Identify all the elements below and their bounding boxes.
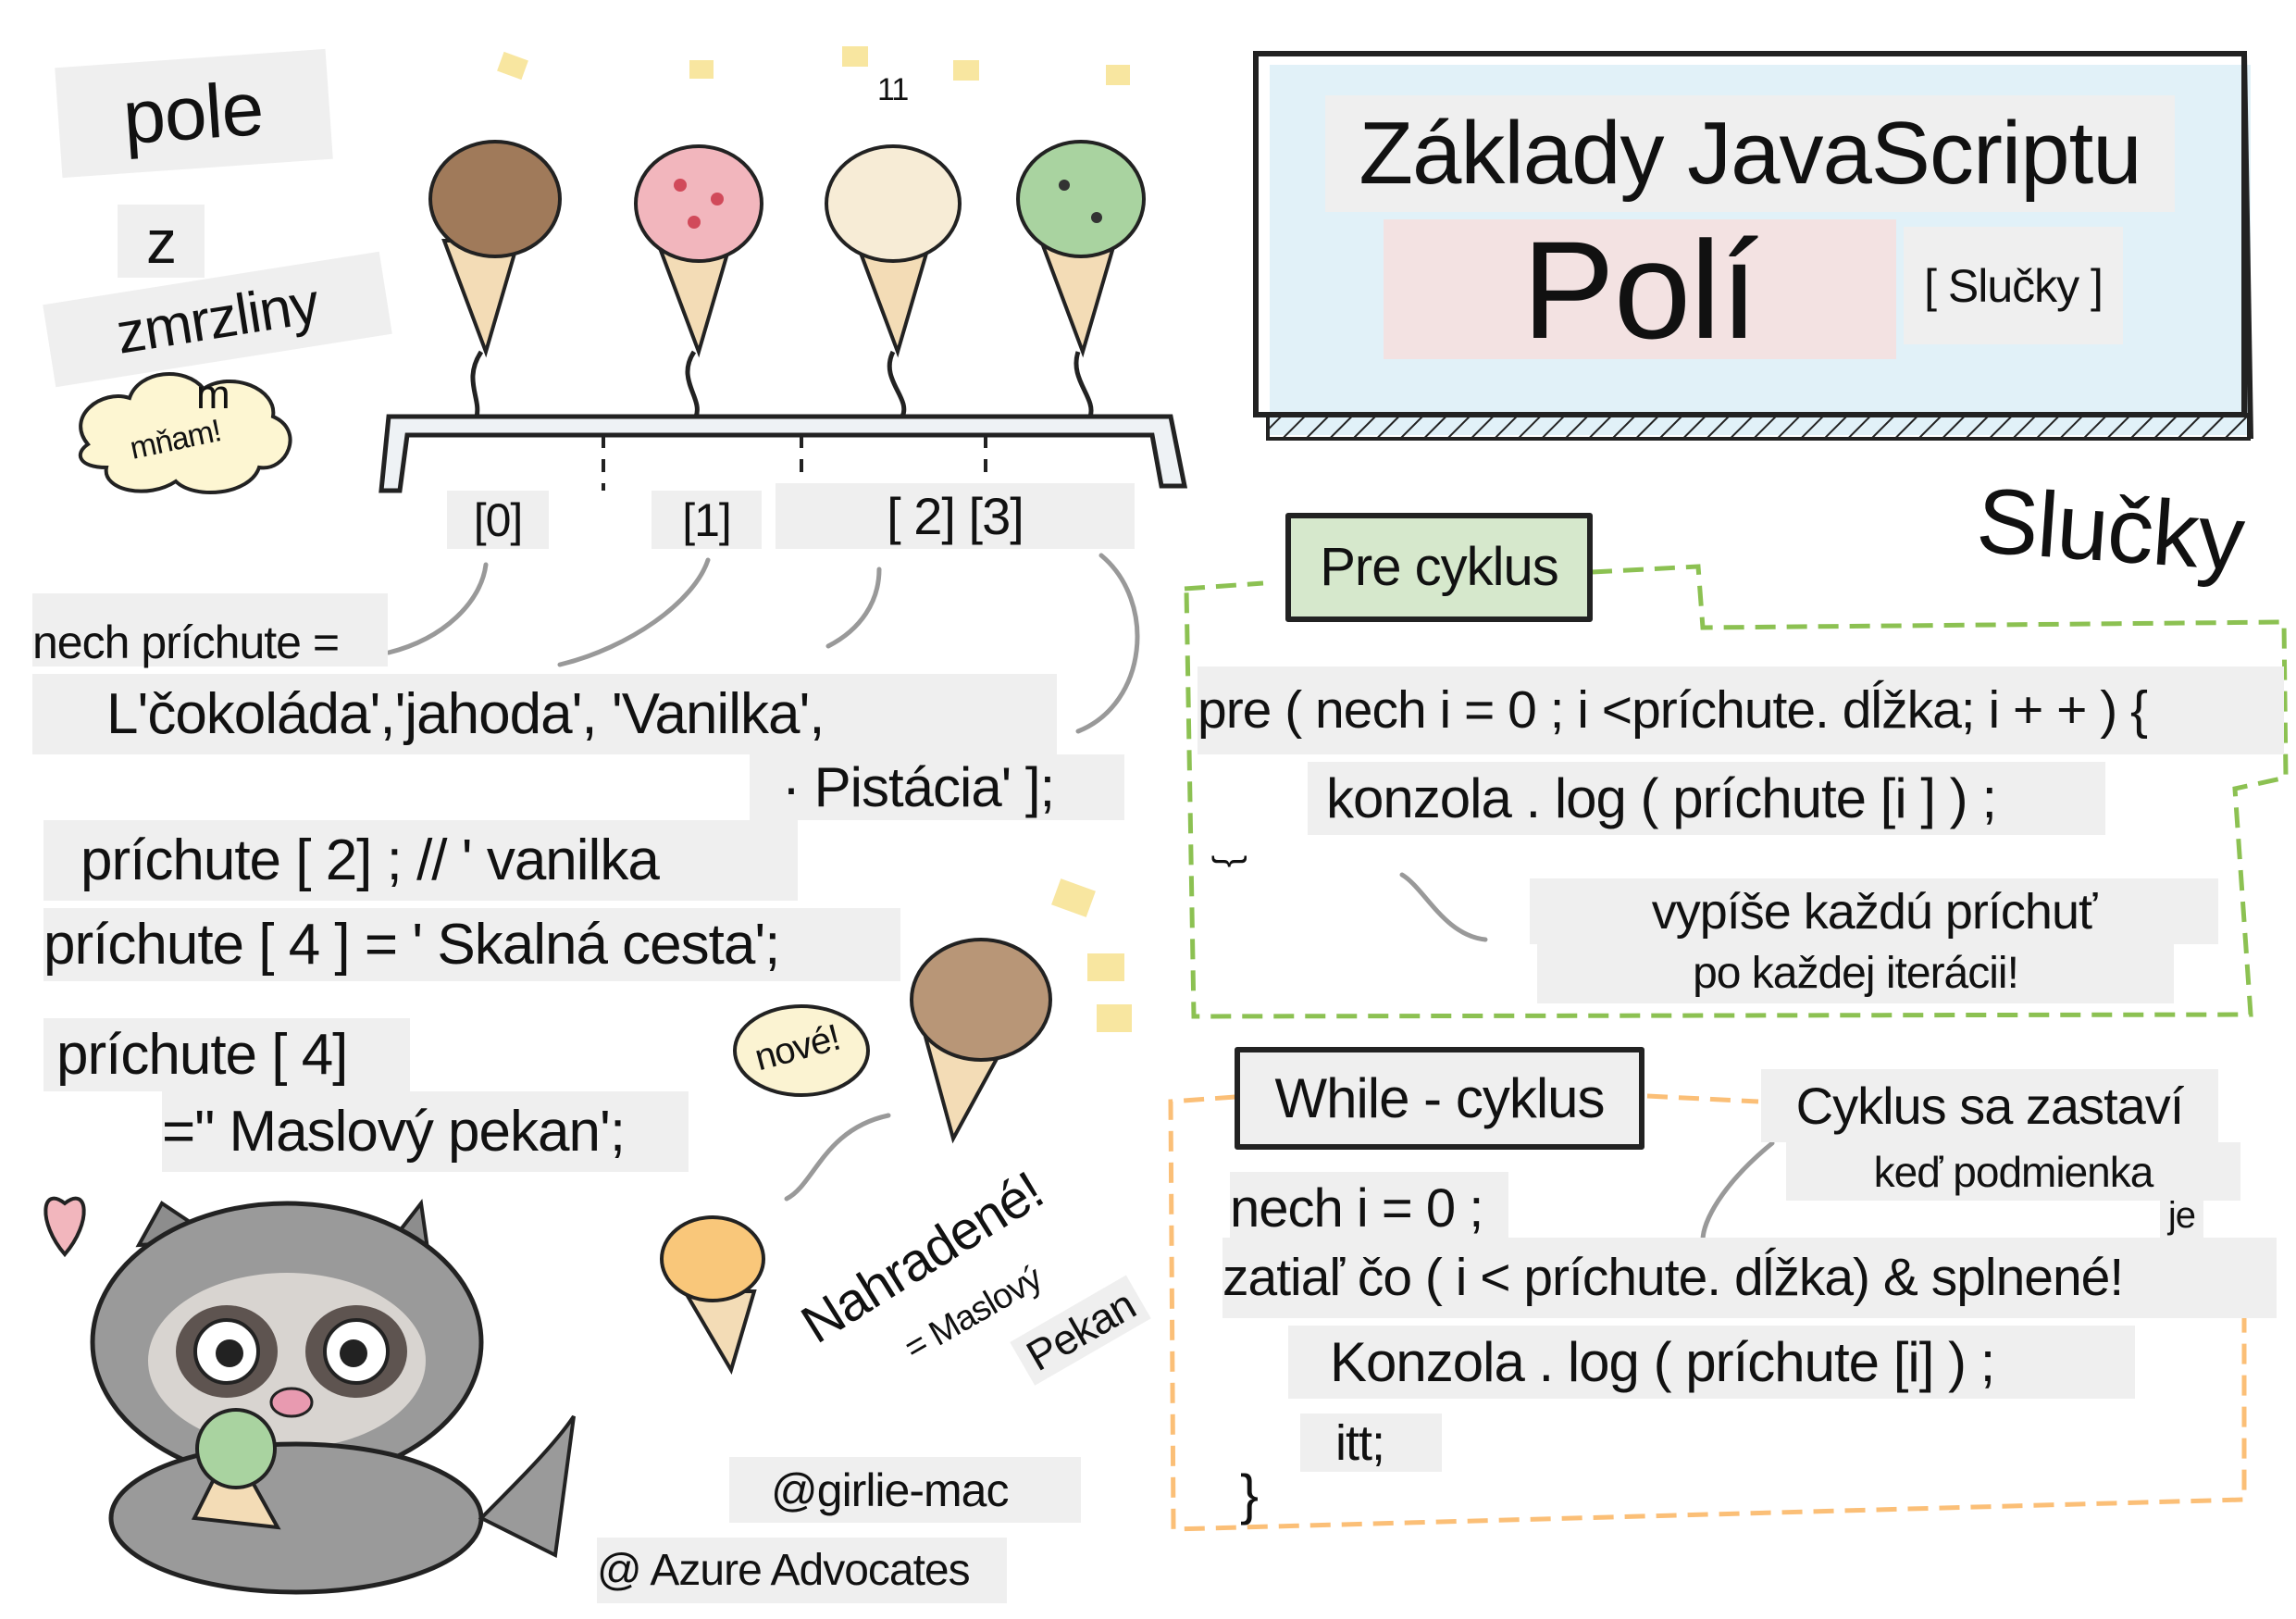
- code-values-line1: L'čokoláda','jahoda', 'Vanilka',: [32, 674, 1057, 754]
- credit-author: @girlie-mac: [729, 1457, 1081, 1523]
- while-loop-line3: Konzola . log ( príchute [i] ) ;: [1288, 1326, 2135, 1399]
- loops-tag: [ Slučky ]: [1904, 227, 2123, 344]
- ice-cream-new-icon: [910, 938, 1052, 1144]
- code-values-line2: · Pistácia' ];: [750, 754, 1124, 820]
- ice-cream-butter-pecan-icon: [660, 1215, 765, 1375]
- ice-cream-chocolate-icon: [428, 140, 562, 417]
- speech-bubble: [733, 1004, 870, 1097]
- code-replace-line1: príchute [ 4]: [43, 1018, 410, 1091]
- while-loop-title: While - cyklus: [1235, 1047, 1644, 1150]
- ice-cream-pistachio-icon: [1016, 140, 1146, 417]
- page-title: Základy JavaScriptu: [1325, 95, 2175, 212]
- code-assign: príchute [ 4 ] = ' Skalná cesta';: [43, 908, 900, 981]
- while-loop-note2: keď podmienka: [1786, 1142, 2240, 1201]
- cone-stand: [379, 414, 1188, 493]
- cloud-bubble: [78, 372, 292, 494]
- for-loop-title: Pre cyklus: [1285, 513, 1593, 622]
- index-label-1: [1]: [652, 491, 762, 549]
- loops-section-title: Slučky: [1973, 468, 2248, 591]
- for-loop-note2: po každej iterácii!: [1537, 944, 2174, 1003]
- page-subtitle: Polí: [1384, 219, 1896, 359]
- while-loop-note3: je: [2160, 1193, 2203, 1238]
- raccoon-illustration: [90, 1199, 576, 1595]
- for-loop-line1: pre ( nech i = 0 ; i <príchute. dĺžka; i…: [1198, 666, 2284, 754]
- for-loop-line2: konzola . log ( príchute [i ] ) ;: [1308, 762, 2105, 835]
- credit-org: @ Azure Advocates: [597, 1538, 1007, 1603]
- code-declare: nech príchute =: [32, 593, 388, 666]
- for-loop-note1: vypíše každú príchuť: [1530, 878, 2218, 944]
- cone-counter: 11: [877, 72, 909, 107]
- while-loop-line2: zatiaľ čo ( i < príchute. dĺžka) & splne…: [1222, 1238, 2277, 1318]
- index-label-2-3: [ 2] [3]: [776, 483, 1135, 549]
- title-pole: pole: [55, 48, 333, 179]
- index-label-0: [0]: [447, 491, 549, 549]
- code-access: príchute [ 2] ; // ' vanilka: [43, 820, 798, 901]
- cloud-text-m: m: [196, 372, 230, 417]
- for-loop-close: }: [1211, 854, 1253, 867]
- heart-icon: [43, 1196, 86, 1258]
- while-loop-line1: nech i = 0 ;: [1230, 1172, 1508, 1245]
- while-loop-frame: [1168, 1093, 2247, 1532]
- title-z: z: [118, 205, 205, 278]
- ice-cream-strawberry-icon: [634, 144, 763, 417]
- for-loop-frame: [1184, 564, 2289, 1019]
- while-loop-close: }: [1240, 1463, 1259, 1526]
- code-replace-line2: =" Maslový pekan';: [162, 1091, 689, 1172]
- while-loop-note1: Cyklus sa zastaví: [1761, 1069, 2218, 1142]
- while-loop-line4: itt;: [1300, 1414, 1442, 1472]
- ice-cream-vanilla-icon: [825, 144, 962, 418]
